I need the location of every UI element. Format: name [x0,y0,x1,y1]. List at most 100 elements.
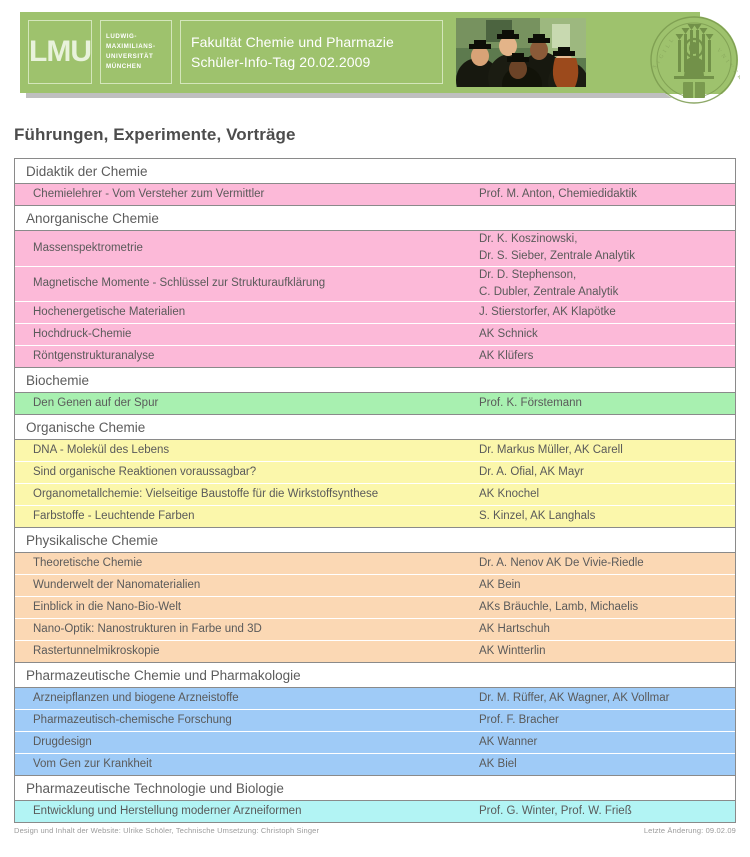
row-presenter-line: Prof. F. Bracher [479,713,559,726]
table-row[interactable]: Farbstoffe - Leuchtende Farben S. Kinzel,… [15,506,735,528]
section-heading: Pharmazeutische Chemie und Pharmakologie [15,663,735,688]
row-presenter-line: AK Schnick [479,327,538,340]
row-presenter: AK Wanner [479,734,735,751]
graduates-photo [456,18,586,87]
row-presenter: Dr. A. Nenov AK De Vivie-Riedle [479,555,735,572]
table-row[interactable]: Massenspektrometrie Dr. K. Koszinowski, Dr… [15,231,735,267]
lmu-wordmark: LUDWIG- MAXIMILIANS- UNIVERSITÄT MÜNCHEN [100,20,172,84]
row-topic-line: Farbstoffe - Leuchtende Farben [33,509,195,522]
row-topic: DNA - Molekül des Lebens [15,442,479,459]
row-presenter: AK Hartschuh [479,621,735,638]
table-row[interactable]: DNA - Molekül des Lebens Dr. Markus Mülle… [15,440,735,462]
row-topic: Wunderwelt der Nanomaterialien [15,577,479,594]
row-topic: Chemielehrer - Vom Versteher zum Vermitt… [15,186,479,203]
row-topic-line: Wunderwelt der Nanomaterialien [33,578,201,591]
section-heading: Pharmazeutische Technologie und Biologie [15,776,735,801]
row-presenter-line: Dr. M. Rüffer, AK Wagner, AK Vollmar [479,691,670,704]
page-footer: Design und Inhalt der Website: Ulrike Sc… [14,826,736,835]
row-presenter: Prof. F. Bracher [479,712,735,729]
footer-credits: Design und Inhalt der Website: Ulrike Sc… [14,826,320,835]
table-row[interactable]: Chemielehrer - Vom Versteher zum Vermitt… [15,184,735,206]
row-topic: Organometallchemie: Vielseitige Baustoff… [15,486,479,503]
row-presenter: AK Knochel [479,486,735,503]
row-presenter: AK Schnick [479,326,735,343]
section-heading: Didaktik der Chemie [15,159,735,184]
row-presenter: AK Wintterlin [479,643,735,660]
row-topic-line: Chemielehrer - Vom Versteher zum Vermitt… [33,187,265,200]
table-row[interactable]: Sind organische Reaktionen voraussagbar?… [15,462,735,484]
header-green-band [20,12,700,93]
row-topic: Magnetische Momente - Schlüssel zur Stru… [15,275,479,292]
row-presenter: AK Biel [479,756,735,773]
table-row[interactable]: Theoretische Chemie Dr. A. Nenov AK De Vi… [15,553,735,575]
row-presenter-line: Dr. K. Koszinowski, [479,233,578,245]
row-presenter: Prof. K. Förstemann [479,395,735,412]
section-heading: Biochemie [15,368,735,393]
row-topic: Hochenergetische Materialien [15,304,479,321]
table-row[interactable]: Wunderwelt der Nanomaterialien AK Bein [15,575,735,597]
row-topic-line: Pharmazeutisch-chemische Forschung [33,713,232,726]
table-row[interactable]: Entwicklung und Herstellung moderner Arz… [15,801,735,823]
lmu-wordmark-line-4: MÜNCHEN [106,63,142,71]
table-row[interactable]: Hochdruck-Chemie AK Schnick [15,324,735,346]
row-presenter-line: AK Wanner [479,735,538,748]
lmu-logo-text: LMU [29,35,92,68]
row-presenter: Prof. G. Winter, Prof. W. Frieß [479,803,735,820]
row-presenter: AK Klüfers [479,348,735,365]
row-presenter-line: S. Kinzel, AK Langhals [479,509,596,522]
row-presenter: J. Stierstorfer, AK Klapötke [479,304,735,321]
table-row[interactable]: Drugdesign AK Wanner [15,732,735,754]
table-row[interactable]: Vom Gen zur Krankheit AK Biel [15,754,735,776]
row-presenter-line: Dr. S. Sieber, Zentrale Analytik [479,250,635,263]
row-presenter-line: Dr. A. Ofial, AK Mayr [479,465,584,478]
row-topic: Den Genen auf der Spur [15,395,479,412]
row-topic-line: Theoretische Chemie [33,556,143,569]
row-topic-line: Magnetische Momente - Schlüssel zur Stru… [33,277,326,290]
row-topic-line: Röntgenstrukturanalyse [33,349,155,362]
row-topic-line: Hochdruck-Chemie [33,327,132,340]
lmu-logo[interactable]: LMU [28,20,92,84]
schedule-table: Didaktik der Chemie Chemielehrer - Vom Ve… [14,158,736,823]
row-topic-line: Entwicklung und Herstellung moderner Arz… [33,804,302,817]
row-topic: Rastertunnelmikroskopie [15,643,479,660]
lmu-wordmark-line-2: MAXIMILIANS- [106,42,156,50]
row-topic-line: DNA - Molekül des Lebens [33,443,170,456]
row-presenter: Dr. Markus Müller, AK Carell [479,442,735,459]
page-title: Führungen, Experimente, Vorträge [14,125,296,144]
table-row[interactable]: Rastertunnelmikroskopie AK Wintterlin [15,641,735,663]
row-topic-line: Rastertunnelmikroskopie [33,644,160,657]
row-topic-line: Hochenergetische Materialien [33,305,186,318]
row-presenter: Dr. D. Stephenson, C. Dubler, Zentrale An… [479,267,735,302]
row-topic-line: Sind organische Reaktionen voraussagbar? [33,465,257,478]
table-row[interactable]: Röntgenstrukturanalyse AK Klüfers [15,346,735,368]
section-heading: Organische Chemie [15,415,735,440]
table-row[interactable]: Arzneipflanzen und biogene Arzneistoffe D… [15,688,735,710]
row-topic-line: Organometallchemie: Vielseitige Baustoff… [33,487,379,500]
row-topic-line: Den Genen auf der Spur [33,396,159,409]
row-presenter-line: Dr. Markus Müller, AK Carell [479,443,623,456]
row-topic-line: Nano-Optik: Nanostrukturen in Farbe und … [33,622,262,635]
section-heading: Physikalische Chemie [15,528,735,553]
row-presenter-line: Prof. G. Winter, Prof. W. Frieß [479,804,632,817]
table-row[interactable]: Den Genen auf der Spur Prof. K. Försteman… [15,393,735,415]
row-topic: Sind organische Reaktionen voraussagbar? [15,464,479,481]
table-row[interactable]: Organometallchemie: Vielseitige Baustoff… [15,484,735,506]
row-presenter-line: Prof. M. Anton, Chemiedidaktik [479,187,637,200]
table-row[interactable]: Magnetische Momente - Schlüssel zur Stru… [15,266,735,302]
row-presenter: S. Kinzel, AK Langhals [479,508,735,525]
table-row[interactable]: Nano-Optik: Nanostrukturen in Farbe und … [15,619,735,641]
table-row[interactable]: Hochenergetische Materialien J. Stierstor… [15,302,735,324]
row-topic-line: Drugdesign [33,735,92,748]
row-presenter: Prof. M. Anton, Chemiedidaktik [479,186,735,203]
row-topic: Einblick in die Nano-Bio-Welt [15,599,479,616]
row-presenter-line: AK Wintterlin [479,644,546,657]
event-name: Schüler-Info-Tag 20.02.2009 [191,54,371,70]
table-row[interactable]: Pharmazeutisch-chemische Forschung Prof. … [15,710,735,732]
section-heading: Anorganische Chemie [15,206,735,231]
row-presenter-line: J. Stierstorfer, AK Klapötke [479,305,616,318]
table-row[interactable]: Einblick in die Nano-Bio-Welt AKs Bräuchl… [15,597,735,619]
row-topic-line: Vom Gen zur Krankheit [33,757,152,770]
row-topic: Röntgenstrukturanalyse [15,348,479,365]
faculty-title-box: Fakultät Chemie und Pharmazie Schüler-In… [180,20,443,84]
row-topic: Entwicklung und Herstellung moderner Arz… [15,803,479,820]
